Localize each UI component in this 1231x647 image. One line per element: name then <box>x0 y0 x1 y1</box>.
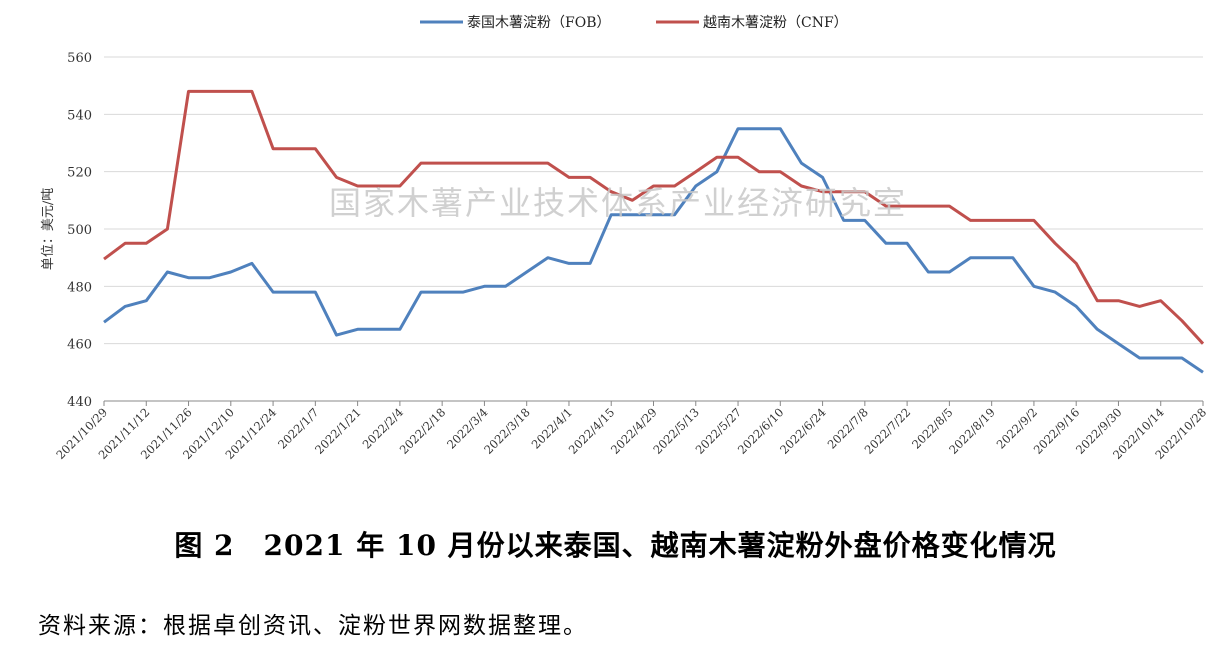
y-tick-label: 520 <box>67 166 92 181</box>
x-tick-label: 2022/2/18 <box>397 405 449 457</box>
x-tick-label: 2022/3/18 <box>481 405 533 457</box>
legend-label-vietnam: 越南木薯淀粉（CNF） <box>703 15 848 31</box>
y-tick-label: 440 <box>67 395 92 410</box>
y-tick-label: 500 <box>67 223 92 238</box>
series-lines <box>103 89 1205 374</box>
series-line-thailand <box>103 127 1204 374</box>
x-tick-label: 2022/8/19 <box>946 405 998 457</box>
x-tick-label: 2022/6/24 <box>777 405 829 457</box>
legend: 泰国木薯淀粉（FOB） 越南木薯淀粉（CNF） <box>420 15 848 31</box>
y-tick-label: 480 <box>67 280 92 295</box>
y-tick-label: 540 <box>67 108 92 123</box>
x-tick-label: 2022/7/22 <box>862 405 914 457</box>
source-note: 资料来源：根据卓创资讯、淀粉世界网数据整理。 <box>38 613 588 639</box>
y-axis-label: 单位：美元/吨 <box>41 188 56 270</box>
gridlines <box>104 56 1203 402</box>
y-tick-label: 460 <box>67 338 92 353</box>
watermark: 国家木薯产业技术体系产业经济研究室 <box>329 184 907 222</box>
y-axis-ticks: 440 460 480 500 520 540 560 <box>67 51 92 410</box>
x-axis-ticks: 2021/10/292021/11/122021/11/262021/12/10… <box>53 401 1209 462</box>
legend-label-thailand: 泰国木薯淀粉（FOB） <box>467 15 610 31</box>
figure-caption: 图 2 2021 年 10 月份以来泰国、越南木薯淀粉外盘价格变化情况 <box>174 529 1057 562</box>
series-line-vietnam <box>103 89 1205 345</box>
price-line-chart: 440 460 480 500 520 540 560 2021/10/292021/11/… <box>41 15 1209 462</box>
x-tick-label: 2022/1/21 <box>312 405 364 457</box>
y-tick-label: 560 <box>67 51 92 66</box>
